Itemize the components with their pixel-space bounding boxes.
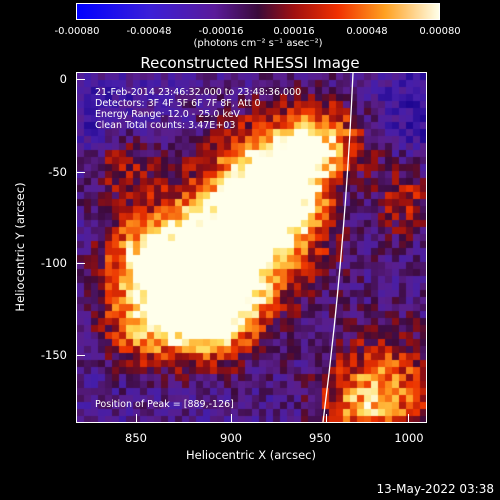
plot-timestamp: 13-May-2022 03:38 [376, 482, 494, 496]
colorbar-tick-label: -0.00016 [198, 26, 244, 37]
info-line-counts: Clean Total counts: 3.47E+03 [95, 120, 236, 131]
colorbar-units: (photons cm⁻² s⁻¹ asec⁻²) [193, 38, 323, 49]
y-tickmark [77, 79, 85, 80]
y-tick-label: -100 [40, 256, 67, 270]
solar-limb [322, 73, 354, 422]
y-tickmark [77, 263, 85, 264]
colorbar-tick-label: 0.00048 [346, 26, 388, 37]
colorbar-tick-label: -0.00080 [54, 26, 100, 37]
colorbar-tick-label: 0.00016 [273, 26, 315, 37]
info-line-energy: Energy Range: 12.0 - 25.0 keV [95, 109, 240, 120]
y-tick-label: -50 [48, 165, 67, 179]
x-tickmark [408, 414, 409, 422]
x-tickmark [136, 414, 137, 422]
rhessi-image: 21-Feb-2014 23:46:32.000 to 23:48:36.000… [76, 72, 427, 423]
y-tickmark [77, 355, 85, 356]
x-tick-label: 900 [220, 431, 242, 445]
x-tick-label: 950 [309, 431, 331, 445]
plot-title: Reconstructed RHESSI Image [140, 54, 360, 72]
y-tick-label: -150 [40, 348, 67, 362]
info-line-time: 21-Feb-2014 23:46:32.000 to 23:48:36.000 [95, 87, 302, 98]
y-tick-label: 0 [59, 72, 67, 86]
y-tickmark [77, 172, 85, 173]
x-tick-label: 1000 [394, 431, 424, 445]
x-axis-label: Heliocentric X (arcsec) [186, 448, 316, 462]
x-tickmark [326, 414, 327, 422]
y-axis-label: Heliocentric Y (arcsec) [13, 182, 27, 312]
intensity-map [77, 73, 426, 422]
x-tick-label: 850 [125, 431, 147, 445]
colorbar-tick-label: 0.00080 [419, 26, 461, 37]
x-tickmark [231, 414, 232, 422]
peak-position-label: Position of Peak = [889,-126] [95, 399, 234, 410]
info-line-detectors: Detectors: 3F 4F 5F 6F 7F 8F, Att 0 [95, 98, 261, 109]
colorbar [76, 3, 440, 20]
colorbar-tick-label: -0.00048 [126, 26, 172, 37]
